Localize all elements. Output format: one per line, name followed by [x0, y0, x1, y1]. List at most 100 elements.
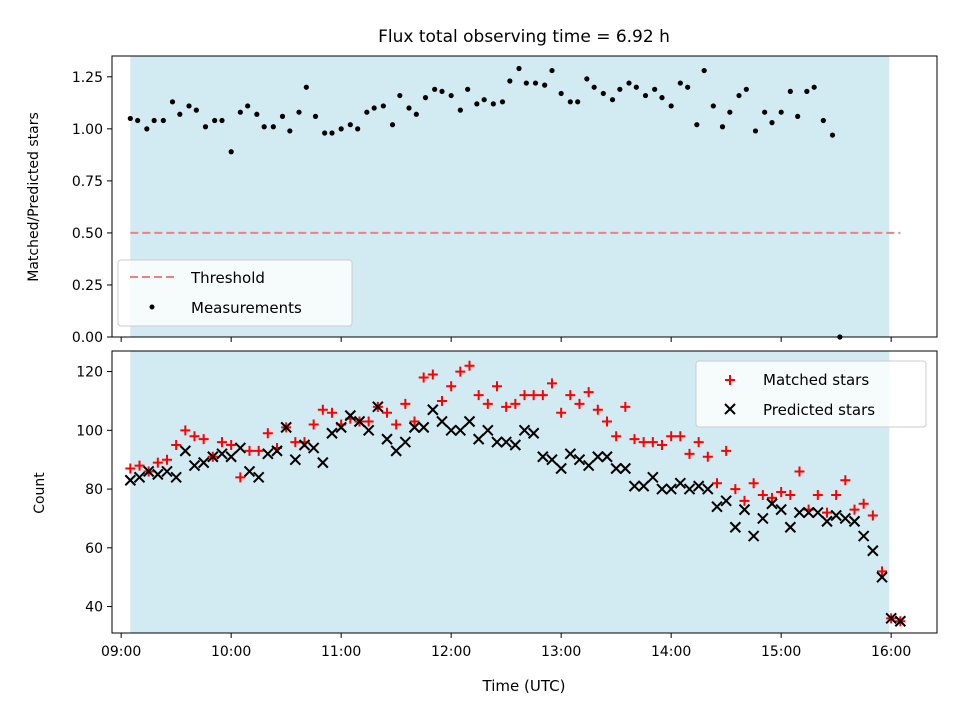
- top-y-tick-label: 0.25: [72, 278, 103, 294]
- predicted-star-point: [344, 409, 357, 422]
- measurement-point: [752, 128, 759, 134]
- matched-star-point: [427, 369, 438, 380]
- matched-star-point: [446, 381, 457, 392]
- matched-star-point: [767, 492, 777, 503]
- measurement-point: [811, 84, 817, 90]
- bottom-y-axis-label: Count: [32, 472, 48, 514]
- x-tick-label: 15:00: [761, 644, 801, 660]
- measurement-point: [186, 103, 192, 109]
- measurement-point: [516, 65, 522, 72]
- matched-star-point: [363, 416, 374, 427]
- bottom-y-tick-label: 40: [85, 600, 103, 616]
- predicted-star-point: [417, 421, 430, 434]
- measurement-point: [633, 84, 639, 90]
- predicted-star-point: [280, 421, 292, 434]
- top-y-tick-label: 0.75: [72, 174, 103, 190]
- predicted-star-point: [527, 427, 540, 439]
- matched-star-point: [812, 489, 823, 500]
- x-tick-label: 09:00: [101, 644, 141, 660]
- measurement-point: [677, 80, 683, 86]
- matched-stars-points: [125, 360, 906, 627]
- measurement-point: [727, 109, 733, 115]
- matched-star-point: [831, 489, 842, 500]
- predicted-star-point: [802, 506, 815, 519]
- top-panel: Flux total observing time = 6.92 h Match…: [26, 27, 938, 346]
- predicted-star-point: [857, 530, 870, 542]
- matched-star-point: [134, 460, 145, 471]
- matched-star-point: [510, 398, 521, 409]
- measurement-point: [135, 117, 141, 124]
- predicted-star-point: [738, 503, 751, 516]
- measurement-point: [347, 122, 353, 128]
- matched-star-point: [822, 507, 832, 518]
- matched-star-point: [849, 504, 860, 515]
- matched-star-point: [409, 416, 420, 427]
- matched-star-point: [290, 437, 301, 448]
- predicted-star-point: [298, 439, 311, 451]
- predicted-star-point: [216, 448, 228, 460]
- predicted-star-point: [289, 453, 302, 466]
- matched-star-point: [437, 395, 447, 406]
- measurement-point: [371, 105, 377, 111]
- measurement-point: [422, 95, 429, 101]
- predicted-star-point: [381, 433, 393, 445]
- matched-star-point: [776, 487, 787, 497]
- top-y-axis: 0.00 0.25 0.50 0.75 1.00 1.25: [72, 70, 112, 346]
- measurement-point: [193, 107, 199, 113]
- matched-star-point: [226, 440, 237, 450]
- measurement-point: [465, 86, 471, 92]
- matched-star-point: [482, 398, 493, 409]
- measurement-point: [549, 67, 555, 74]
- predicted-star-point: [637, 480, 650, 492]
- measurement-point: [432, 86, 438, 92]
- matched-star-point: [464, 360, 475, 371]
- bottom-plot-frame: [111, 350, 938, 634]
- matched-star-point: [666, 431, 677, 442]
- predicted-star-point: [491, 436, 503, 448]
- bottom-y-tick-label: 120: [76, 365, 103, 381]
- matched-star-point: [501, 401, 512, 412]
- predicted-star-point: [711, 500, 723, 513]
- measurement-point: [439, 88, 445, 94]
- top-legend: Threshold Measurements: [117, 259, 353, 327]
- predicted-star-point: [353, 415, 366, 428]
- predicted-star-point: [702, 483, 714, 495]
- measurement-point: [652, 86, 658, 92]
- matched-star-point: [730, 484, 741, 495]
- predicted-star-point: [445, 424, 457, 437]
- measurement-point: [778, 109, 784, 115]
- matched-star-point: [702, 451, 713, 462]
- matched-star-point: [400, 398, 411, 409]
- matched-star-point: [547, 378, 557, 389]
- x-tick-label: 10:00: [211, 644, 251, 660]
- matched-star-point: [152, 457, 163, 468]
- matched-star-point: [675, 431, 686, 442]
- predicted-star-point: [830, 509, 842, 522]
- measurement-point: [762, 109, 768, 115]
- measurement-point: [355, 126, 361, 132]
- predicted-star-point: [692, 480, 705, 492]
- matched-star-point: [391, 419, 402, 430]
- x-tick-label: 14:00: [651, 644, 691, 660]
- predicted-star-point: [234, 442, 247, 454]
- predicted-star-point: [876, 571, 888, 583]
- bottom-y-tick-label: 100: [76, 423, 103, 439]
- bottom-y-tick-label: 60: [85, 541, 103, 557]
- measurement-point: [380, 103, 386, 109]
- measurement-point: [795, 113, 801, 119]
- matched-star-point: [327, 407, 337, 418]
- predicted-star-point: [500, 436, 512, 448]
- top-y-tick-label: 0.00: [72, 330, 103, 346]
- predicted-star-point: [454, 424, 467, 437]
- predicted-star-point: [537, 451, 549, 463]
- legend-threshold-label: Threshold: [190, 269, 265, 287]
- predicted-star-point: [152, 468, 164, 481]
- predicted-star-point: [775, 503, 787, 516]
- measurement-point: [169, 99, 176, 105]
- measurement-point: [448, 92, 454, 99]
- top-y-axis-label: Matched/Predicted stars: [26, 112, 42, 282]
- matched-star-point: [382, 407, 392, 418]
- matched-star-point: [684, 448, 695, 459]
- measurement-point: [287, 128, 293, 134]
- predicted-star-point: [133, 471, 146, 484]
